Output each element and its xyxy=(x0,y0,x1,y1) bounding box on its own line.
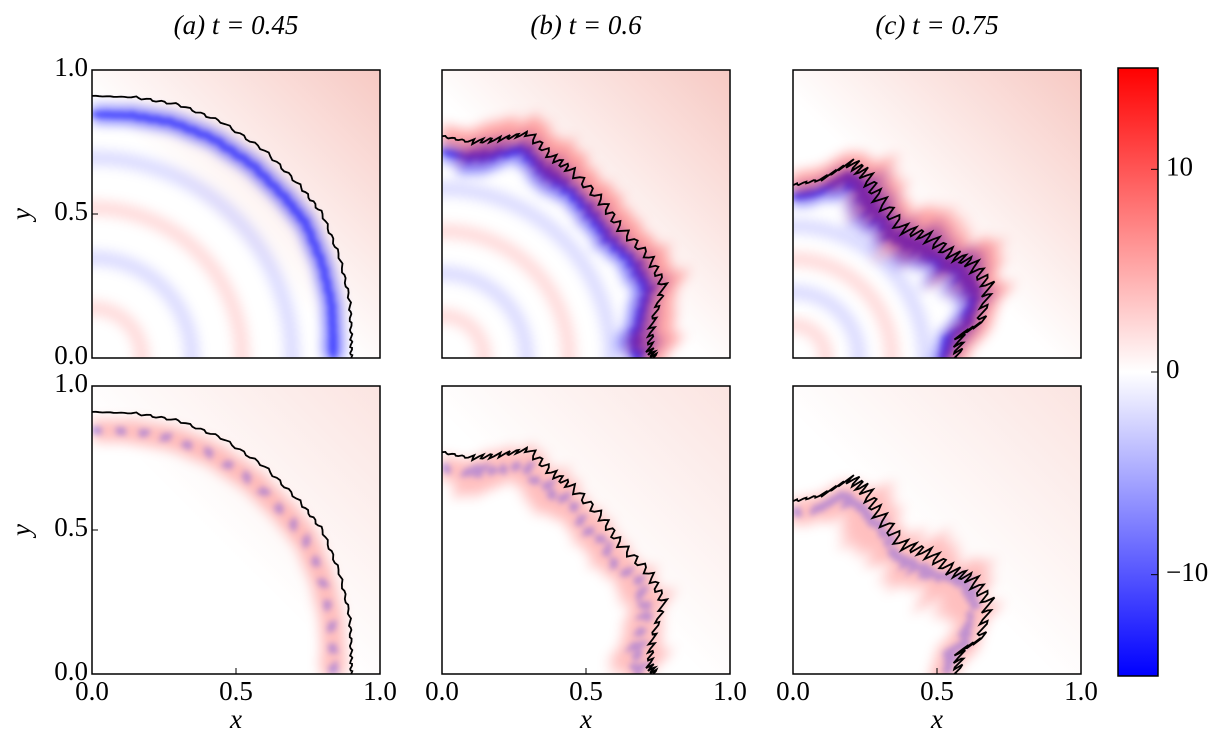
x-tick-label: 1.0 xyxy=(1064,676,1098,706)
x-tick-label: 1.0 xyxy=(713,676,747,706)
x-tick-label: 0.5 xyxy=(920,676,954,706)
shear-band xyxy=(442,455,661,674)
interface-line xyxy=(793,474,996,674)
panel-title: (b) t = 0.6 xyxy=(530,10,642,40)
y-tick-label: 0.5 xyxy=(54,196,88,226)
heatmap-panel: (c) t = 0.75 xyxy=(792,10,1082,359)
x-tick-label: 0.0 xyxy=(425,676,459,706)
shear-band xyxy=(793,485,988,674)
y-axis-label: y xyxy=(6,524,36,539)
colorbar-tick-label: −10 xyxy=(1166,557,1208,587)
interface-line xyxy=(442,129,670,358)
field xyxy=(793,70,1081,358)
colorbar-tick-label: 0 xyxy=(1166,354,1180,384)
panel-title: (a) t = 0.45 xyxy=(174,10,299,40)
shear-band xyxy=(92,426,340,674)
y-tick-label: 1.0 xyxy=(54,52,88,82)
field-bg xyxy=(793,386,1081,674)
heatmap-panel: (b) t = 0.6 xyxy=(441,10,731,359)
y-axis-label: y xyxy=(6,208,36,223)
x-tick-label: 0.0 xyxy=(776,676,810,706)
y-tick-label: 0.0 xyxy=(54,656,88,686)
field xyxy=(442,386,730,674)
field xyxy=(793,386,1081,674)
y-tick-label: 0.5 xyxy=(54,512,88,542)
heatmap-panel: 0.0 0.5 1.0 0.0 0.5 1.0 x y xyxy=(6,368,397,734)
x-axis-label: x xyxy=(229,704,242,734)
interface-line xyxy=(442,445,670,674)
interface-line xyxy=(92,94,354,358)
field xyxy=(92,386,380,674)
x-tick-label: 0.0 xyxy=(75,676,109,706)
heatmap-panel: 0.0 0.5 1.0 x xyxy=(425,385,747,734)
heatmap-panel: (a) t = 0.45 0.0 0.5 1.0 y xyxy=(6,10,381,370)
x-tick-label: 1.0 xyxy=(363,676,397,706)
frame xyxy=(441,69,731,359)
x-axis-label: x xyxy=(930,704,943,734)
x-tick-label: 0.5 xyxy=(219,676,253,706)
x-tick-label: 0.5 xyxy=(569,676,603,706)
y-tick-label: 1.0 xyxy=(54,368,88,398)
interface-line xyxy=(793,158,996,358)
y-tick-label: 0.0 xyxy=(54,340,88,370)
panel-title: (c) t = 0.75 xyxy=(875,10,998,40)
colorbar-tick-label: 10 xyxy=(1166,152,1193,182)
heatmap-panel: 0.0 0.5 1.0 x xyxy=(776,385,1098,734)
vortex-core xyxy=(92,111,338,358)
x-axis-label: x xyxy=(579,704,592,734)
colorbar: 10 0 −10 xyxy=(1117,67,1208,677)
frame xyxy=(792,69,1082,359)
interface-line xyxy=(92,410,354,674)
